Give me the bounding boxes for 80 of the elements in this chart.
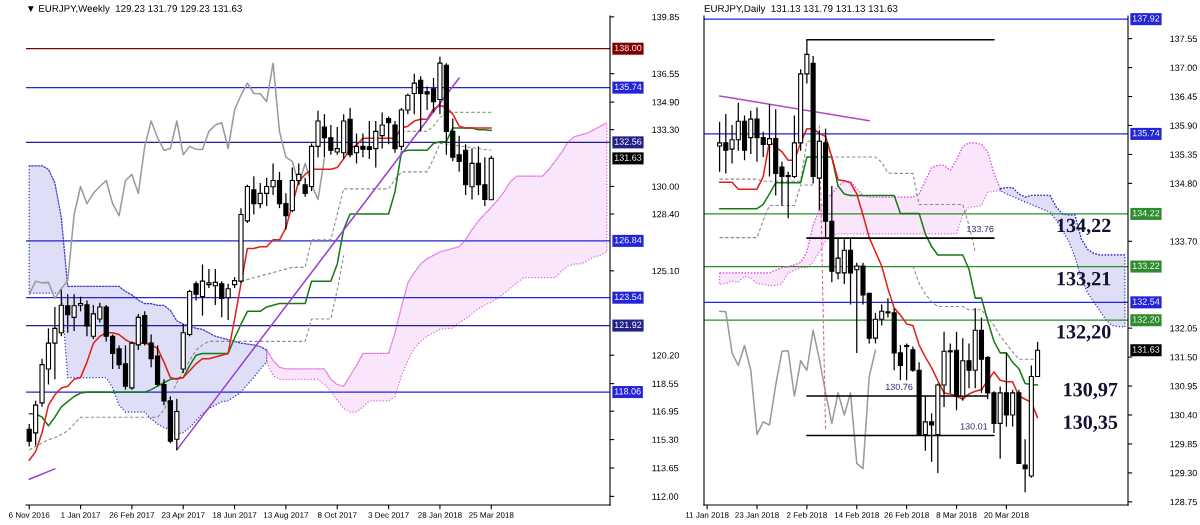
y-tick-label: 118.55: [652, 380, 679, 387]
text: 131.63: [614, 154, 642, 161]
line-series: [28, 104, 493, 461]
ref-line-label: 132.56: [614, 138, 642, 145]
ref-line-label: 132.54: [1132, 298, 1160, 305]
y-tick-label: 125.10: [652, 267, 679, 275]
line-series: [719, 184, 814, 239]
data-label: 130,97: [1064, 382, 1118, 400]
line-series: [28, 62, 326, 300]
line-series: [28, 254, 345, 451]
y-tick-label: 131.50: [1170, 354, 1197, 361]
y-tick-label: 135.35: [1170, 151, 1197, 158]
y-tick-label: 116.95: [652, 408, 679, 415]
ref-line-label: 134.22: [1132, 209, 1160, 217]
x-tick-label: 28 Jan 2018: [418, 512, 462, 518]
x-tick-label: 14 Feb 2018: [834, 511, 880, 518]
y-tick-label: 135.90: [1170, 122, 1197, 129]
y-tick-label: 130.40: [1170, 411, 1197, 419]
series-label: 130.01: [960, 423, 988, 430]
x-tick-label: 18 Jun 2017: [213, 512, 257, 518]
ref-line-label: 121.92: [614, 321, 642, 329]
data-label: 130,35: [1064, 415, 1118, 432]
ref-line-label: 132.20: [1132, 316, 1160, 323]
series-label: 133.76: [967, 225, 994, 233]
line-series: [718, 310, 877, 470]
y-tick-label: 134.80: [1170, 180, 1197, 187]
ref-line-label: 118.06: [614, 388, 641, 395]
ref-line-label: 123.54: [614, 293, 642, 301]
y-tick-label: 136.55: [652, 70, 679, 78]
y-tick-label: 128.40: [652, 210, 679, 218]
ref-line-label: 133.22: [1132, 262, 1160, 269]
ref-line-label: 126.84: [614, 236, 642, 244]
x-tick-label: 26 Feb 2018: [884, 511, 929, 518]
y-tick-label: 133.70: [1170, 238, 1197, 245]
candlestick: [904, 342, 910, 381]
x-tick-label: 26 Feb 2017: [109, 511, 155, 518]
annotation: 132,20: [1057, 324, 1111, 342]
y-tick-label: 137.00: [1170, 64, 1197, 71]
x-tick-label: 8 Oct 2017: [317, 512, 357, 518]
y-tick-label: 128.75: [1170, 498, 1197, 506]
x-tick-label: 23 Jan 2018: [735, 512, 779, 518]
y-tick-label: 112.00: [652, 493, 679, 500]
y-tick-label: 115.30: [652, 436, 679, 443]
ref-line-label: 138.00: [614, 44, 642, 52]
x-tick-label: 25 Mar 2018: [469, 512, 514, 518]
x-tick-label: 8 Mar 2018: [936, 512, 977, 518]
annotation: 134,22: [1057, 218, 1111, 236]
y-tick-label: 139.85: [652, 13, 679, 21]
text: 131.63: [1132, 346, 1160, 353]
y-tick-label: 137.55: [1170, 35, 1197, 42]
x-tick-label: 1 Jan 2017: [61, 512, 101, 518]
x-tick-label: 3 Dec 2017: [368, 512, 409, 518]
chart-title: EURJPY,Daily 131.13 131.79 131.13 131.63: [704, 4, 898, 14]
y-tick-label: 133.30: [652, 126, 679, 133]
ref-line-label: 135.74: [1132, 129, 1160, 137]
line-series: [999, 186, 1126, 256]
y-tick-label: 130.95: [1170, 383, 1197, 390]
line-series: [28, 127, 493, 427]
x-tick-label: 2 Feb 2018: [786, 511, 827, 518]
y-tick-label: 130.00: [652, 183, 679, 190]
chart-title: ▼ EURJPY,Weekly 129.23 131.79 129.23 131.63: [27, 4, 242, 14]
x-tick-label: 11 Jan 2018: [685, 512, 729, 518]
y-tick-label: 134.90: [652, 99, 679, 106]
y-tick-label: 120.20: [652, 352, 679, 359]
x-tick-label: 20 Mar 2018: [984, 512, 1029, 518]
ref-line-label: 137.92: [1132, 15, 1160, 22]
annotation: 133,21: [1057, 271, 1111, 289]
x-tick-label: 6 Nov 2016: [9, 512, 50, 518]
candlestick: [385, 115, 392, 145]
y-tick-label: 129.85: [1170, 440, 1197, 448]
y-tick-label: 136.45: [1170, 93, 1197, 100]
line-series: [28, 165, 268, 351]
x-tick-label: 13 Aug 2017: [263, 512, 309, 520]
ref-line-label: 135.74: [614, 83, 642, 91]
x-tick-label: 23 Apr 2017: [161, 512, 205, 520]
y-tick-label: 132.05: [1170, 325, 1197, 332]
series-label: 130.76: [885, 383, 913, 391]
line-series: [718, 127, 1039, 419]
y-tick-label: 129.30: [1170, 469, 1197, 477]
y-tick-label: 113.65: [652, 464, 679, 472]
